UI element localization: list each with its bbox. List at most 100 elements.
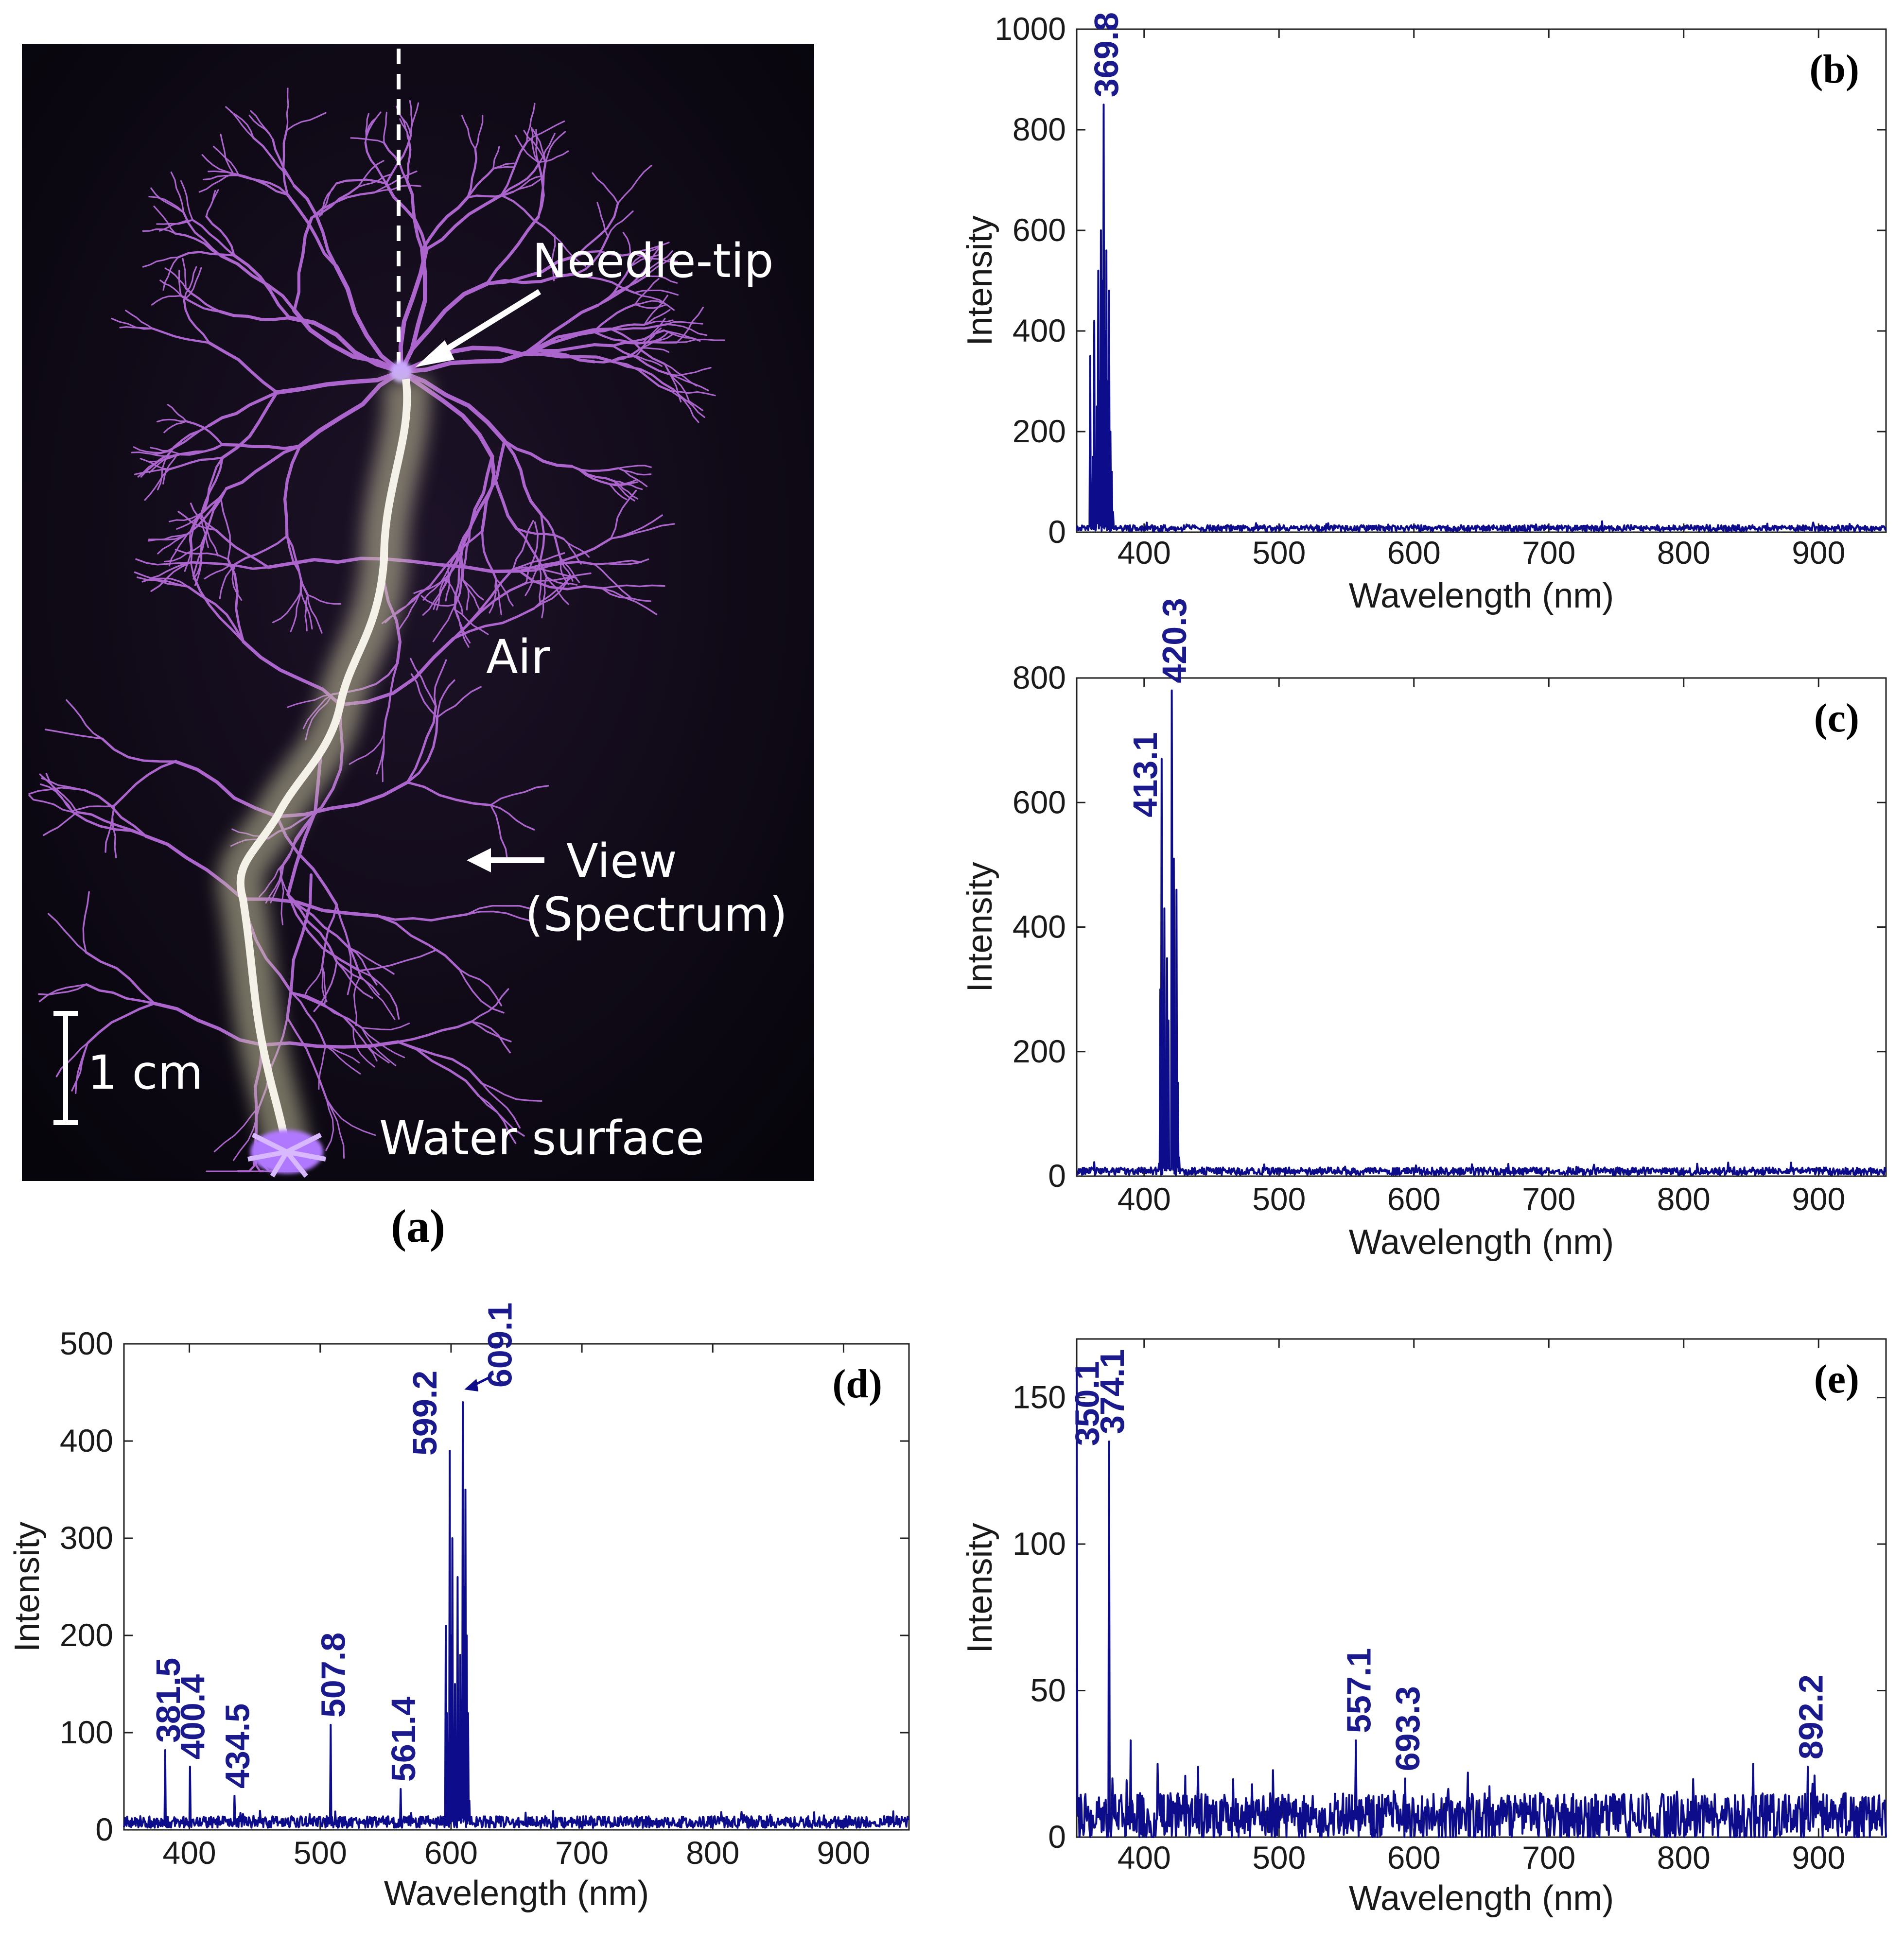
streamer-branch <box>461 578 481 612</box>
streamer-branch <box>663 330 700 341</box>
y-tick-label: 1000 <box>995 11 1066 47</box>
x-tick-label: 800 <box>686 1835 739 1871</box>
streamer-branch <box>198 173 234 193</box>
streamer-branch <box>287 315 403 374</box>
streamer-branch <box>531 127 539 163</box>
streamer-branch <box>492 162 515 170</box>
streamer-branch <box>41 777 86 791</box>
view-arrowhead <box>467 848 491 872</box>
y-tick-label: 100 <box>60 1714 113 1750</box>
streamer-branch <box>518 537 612 573</box>
streamer-branch <box>524 351 616 364</box>
streamer-branch <box>533 574 575 609</box>
streamer-branch <box>434 659 447 707</box>
streamer-branch <box>492 146 500 170</box>
panel-label: (c) <box>1814 695 1859 741</box>
streamer-branch <box>622 232 631 267</box>
streamer-branch <box>248 114 274 140</box>
streamer-branch <box>664 363 690 402</box>
streamer-branch <box>326 1098 345 1159</box>
streamer-branch <box>353 975 361 1026</box>
streamer-branch <box>192 219 235 257</box>
streamer-branch <box>85 951 156 1005</box>
plot-frame <box>1076 28 1887 533</box>
streamer-branch <box>645 275 678 284</box>
streamer-branch <box>150 447 182 455</box>
streamer-branch <box>384 182 428 251</box>
peak-label: 609.1 <box>481 1303 519 1388</box>
streamer-branch <box>562 538 582 565</box>
peak-label: 693.3 <box>1389 1686 1427 1771</box>
streamer-branch <box>164 267 187 289</box>
streamer-branch <box>164 544 202 563</box>
streamer-branch <box>220 443 301 450</box>
streamer-branch <box>512 566 577 579</box>
streamer-branch <box>180 180 193 221</box>
streamer-branch <box>532 129 546 164</box>
streamer-branch <box>270 863 285 904</box>
streamer-branch <box>489 578 497 614</box>
streamer-branch <box>575 250 635 257</box>
streamer-branch <box>148 196 185 213</box>
x-tick-label: 500 <box>1252 535 1306 571</box>
streamer-branch <box>665 321 703 325</box>
x-tick-label: 900 <box>817 1835 870 1871</box>
streamer-branch <box>310 191 376 219</box>
streamer-branch <box>635 355 663 367</box>
streamer-branch <box>617 164 652 204</box>
streamer-branch <box>376 914 461 971</box>
y-tick-label: 0 <box>1048 1158 1066 1194</box>
y-tick-label: 0 <box>95 1811 113 1847</box>
panel-a-caption: (a) <box>391 1200 445 1252</box>
streamer-branch <box>665 323 708 336</box>
streamer-branch <box>503 439 574 468</box>
y-tick-label: 400 <box>1013 313 1066 348</box>
streamer-branch <box>283 444 301 538</box>
streamer-branch <box>213 1104 261 1152</box>
streamer-branch <box>537 161 547 218</box>
streamer-branch <box>319 182 337 217</box>
y-tick-label: 400 <box>60 1423 113 1459</box>
streamer-branch <box>293 216 314 312</box>
photo-panel: Needle-tip Air View (Spectrum) 1 cm Wate… <box>22 44 814 1252</box>
streamer-branch <box>500 161 541 196</box>
streamer-branch <box>148 453 178 473</box>
peak-label: 420.3 <box>1155 598 1193 683</box>
y-axis-label: Intensity <box>961 215 999 346</box>
streamer-branch <box>512 175 543 192</box>
streamer-branch <box>485 272 578 285</box>
streamer-branch <box>55 1042 89 1077</box>
x-tick-label: 500 <box>294 1835 347 1871</box>
streamer-branch <box>447 530 484 571</box>
x-tick-label: 600 <box>1387 535 1441 571</box>
streamer-branch <box>361 1027 397 1066</box>
y-tick-label: 50 <box>1031 1672 1066 1708</box>
x-tick-label: 700 <box>1522 1840 1575 1876</box>
streamer-branch <box>466 910 533 922</box>
y-tick-label: 0 <box>1048 514 1066 550</box>
peak-label: 434.5 <box>218 1703 256 1789</box>
x-tick-label: 700 <box>1522 1181 1575 1217</box>
spectrum-line <box>123 1401 910 1829</box>
streamer-branch <box>175 549 229 560</box>
streamer-branch <box>286 193 338 268</box>
peak-label: 892.2 <box>1792 1674 1830 1759</box>
streamer-branch <box>466 191 515 199</box>
streamer-branch <box>640 347 670 353</box>
streamer-branch <box>410 658 437 707</box>
streamer-branch <box>545 576 578 586</box>
streamer-branch <box>399 281 489 374</box>
streamer-branch <box>185 420 224 446</box>
streamer-branch <box>634 278 660 305</box>
x-tick-label: 600 <box>1387 1181 1441 1217</box>
streamer-branch <box>541 576 547 619</box>
streamer-branch <box>454 543 465 611</box>
streamer-branch <box>420 196 470 252</box>
streamer-branch <box>643 319 674 326</box>
streamer-branch <box>607 210 634 238</box>
streamer-branch <box>227 558 245 643</box>
streamer-branch <box>287 893 338 963</box>
streamer-branch <box>478 1095 517 1144</box>
streamer-branch <box>422 569 449 601</box>
streamer-branch <box>525 572 592 584</box>
